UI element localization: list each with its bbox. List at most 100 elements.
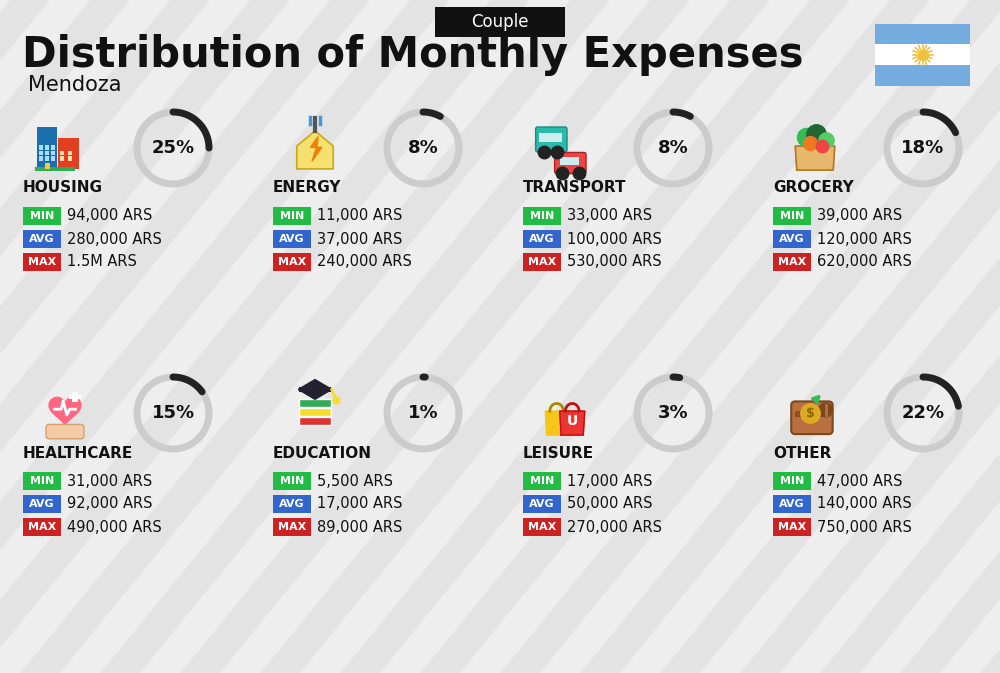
FancyBboxPatch shape — [875, 24, 970, 44]
Text: 37,000 ARS: 37,000 ARS — [317, 232, 402, 246]
Text: MAX: MAX — [778, 257, 806, 267]
FancyBboxPatch shape — [72, 392, 78, 402]
Text: 17,000 ARS: 17,000 ARS — [317, 497, 402, 511]
FancyBboxPatch shape — [523, 495, 561, 513]
FancyBboxPatch shape — [773, 472, 811, 490]
Text: 31,000 ARS: 31,000 ARS — [67, 474, 152, 489]
FancyBboxPatch shape — [773, 207, 811, 225]
FancyBboxPatch shape — [68, 156, 72, 161]
Text: 240,000 ARS: 240,000 ARS — [317, 254, 412, 269]
Text: 47,000 ARS: 47,000 ARS — [817, 474, 902, 489]
Text: MIN: MIN — [30, 476, 54, 486]
Text: EDUCATION: EDUCATION — [273, 446, 372, 460]
Polygon shape — [297, 131, 333, 169]
Circle shape — [818, 402, 833, 417]
Text: 18%: 18% — [901, 139, 945, 157]
Text: 22%: 22% — [901, 404, 945, 422]
Text: TRANSPORT: TRANSPORT — [523, 180, 626, 195]
Text: MIN: MIN — [530, 476, 554, 486]
FancyBboxPatch shape — [273, 495, 311, 513]
FancyBboxPatch shape — [39, 145, 43, 149]
Text: 280,000 ARS: 280,000 ARS — [67, 232, 162, 246]
Text: MIN: MIN — [280, 211, 304, 221]
FancyBboxPatch shape — [51, 151, 55, 155]
Text: MIN: MIN — [780, 211, 804, 221]
Text: AVG: AVG — [279, 499, 305, 509]
FancyBboxPatch shape — [435, 7, 565, 37]
FancyBboxPatch shape — [74, 431, 83, 439]
Text: 100,000 ARS: 100,000 ARS — [567, 232, 662, 246]
Text: $: $ — [806, 406, 815, 419]
FancyBboxPatch shape — [51, 431, 60, 439]
FancyBboxPatch shape — [45, 156, 49, 161]
FancyBboxPatch shape — [60, 156, 64, 161]
Polygon shape — [49, 397, 81, 426]
FancyBboxPatch shape — [299, 417, 331, 425]
FancyBboxPatch shape — [69, 395, 81, 399]
FancyBboxPatch shape — [23, 495, 61, 513]
Text: 5,500 ARS: 5,500 ARS — [317, 474, 393, 489]
Text: Distribution of Monthly Expenses: Distribution of Monthly Expenses — [22, 34, 804, 76]
Text: MAX: MAX — [778, 522, 806, 532]
FancyBboxPatch shape — [560, 157, 579, 166]
Text: AVG: AVG — [529, 499, 555, 509]
Polygon shape — [545, 411, 568, 435]
Polygon shape — [298, 380, 332, 399]
FancyBboxPatch shape — [58, 431, 68, 439]
Text: 94,000 ARS: 94,000 ARS — [67, 209, 152, 223]
Text: AVG: AVG — [779, 499, 805, 509]
Text: 140,000 ARS: 140,000 ARS — [817, 497, 912, 511]
Text: 39,000 ARS: 39,000 ARS — [817, 209, 902, 223]
Text: 11,000 ARS: 11,000 ARS — [317, 209, 402, 223]
FancyBboxPatch shape — [523, 472, 561, 490]
FancyBboxPatch shape — [45, 163, 50, 169]
FancyBboxPatch shape — [299, 408, 331, 416]
Text: 92,000 ARS: 92,000 ARS — [67, 497, 152, 511]
FancyBboxPatch shape — [299, 399, 331, 407]
FancyBboxPatch shape — [555, 153, 586, 174]
Text: MIN: MIN — [530, 211, 554, 221]
Text: HOUSING: HOUSING — [23, 180, 103, 195]
FancyBboxPatch shape — [51, 145, 55, 149]
FancyBboxPatch shape — [35, 167, 75, 171]
Text: MAX: MAX — [28, 257, 56, 267]
FancyBboxPatch shape — [523, 230, 561, 248]
FancyBboxPatch shape — [523, 518, 561, 536]
Text: MIN: MIN — [280, 476, 304, 486]
Text: 1.5M ARS: 1.5M ARS — [67, 254, 137, 269]
Text: LEISURE: LEISURE — [523, 446, 594, 460]
Text: AVG: AVG — [529, 234, 555, 244]
Text: MAX: MAX — [278, 257, 306, 267]
FancyBboxPatch shape — [58, 138, 79, 169]
Text: 620,000 ARS: 620,000 ARS — [817, 254, 912, 269]
Polygon shape — [795, 146, 835, 170]
FancyBboxPatch shape — [39, 151, 43, 155]
Text: 1%: 1% — [408, 404, 438, 422]
Text: 15%: 15% — [151, 404, 195, 422]
FancyBboxPatch shape — [23, 207, 61, 225]
Text: HEALTHCARE: HEALTHCARE — [23, 446, 133, 460]
FancyBboxPatch shape — [39, 156, 43, 161]
Polygon shape — [310, 137, 322, 162]
Text: Mendoza: Mendoza — [28, 75, 122, 95]
FancyBboxPatch shape — [23, 230, 61, 248]
Text: AVG: AVG — [29, 499, 55, 509]
Text: AVG: AVG — [279, 234, 305, 244]
FancyBboxPatch shape — [51, 156, 55, 161]
FancyBboxPatch shape — [795, 411, 829, 417]
FancyBboxPatch shape — [536, 127, 567, 152]
FancyBboxPatch shape — [875, 44, 970, 65]
FancyBboxPatch shape — [60, 151, 64, 155]
Text: OTHER: OTHER — [773, 446, 831, 460]
Text: ENERGY: ENERGY — [273, 180, 342, 195]
Text: 490,000 ARS: 490,000 ARS — [67, 520, 162, 534]
FancyBboxPatch shape — [23, 472, 61, 490]
FancyBboxPatch shape — [773, 495, 811, 513]
Text: 33,000 ARS: 33,000 ARS — [567, 209, 652, 223]
FancyBboxPatch shape — [773, 230, 811, 248]
FancyBboxPatch shape — [273, 230, 311, 248]
Text: MIN: MIN — [30, 211, 54, 221]
Text: MIN: MIN — [780, 476, 804, 486]
FancyBboxPatch shape — [23, 518, 61, 536]
Text: 50,000 ARS: 50,000 ARS — [567, 497, 652, 511]
